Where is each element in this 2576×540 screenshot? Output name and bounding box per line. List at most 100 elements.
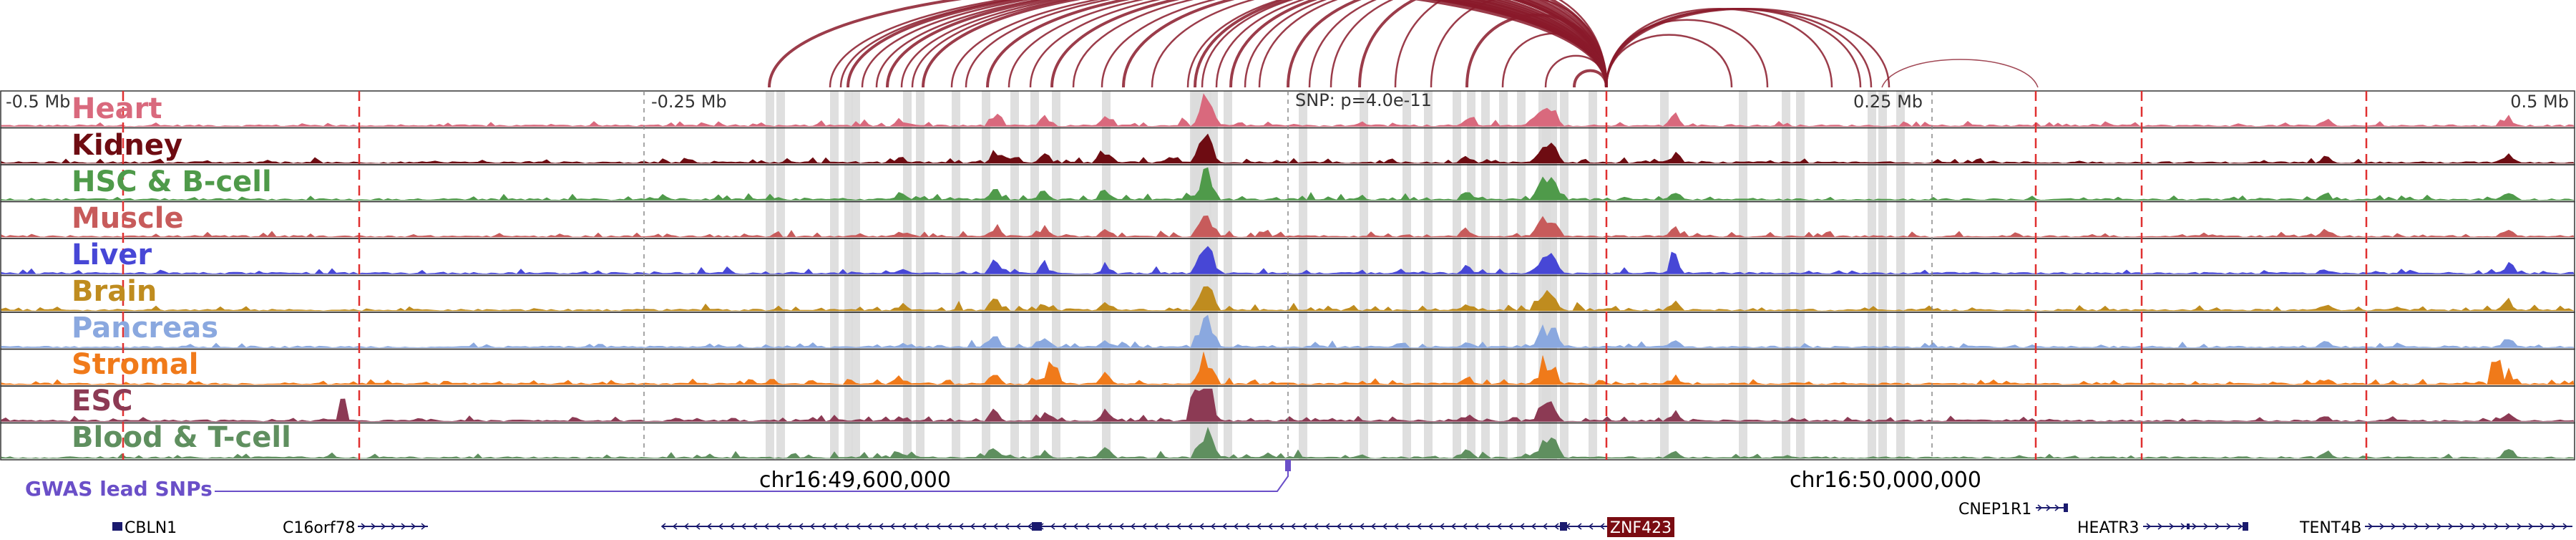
strand-arrow <box>1485 523 1491 530</box>
chromatin-loop <box>1465 13 1608 88</box>
strand-arrow <box>2505 523 2511 530</box>
chromatin-loop <box>1394 0 1608 88</box>
gene-znf423-exon-1 <box>1032 522 1042 531</box>
track-label-hsc-b-cell: HSC & B-cell <box>72 165 272 198</box>
gene-znf423-exon-2 <box>1560 522 1567 531</box>
strand-arrow <box>798 523 804 530</box>
signal-area <box>1 314 2575 348</box>
gwas-track: GWAS lead SNPs <box>25 460 1291 501</box>
strand-arrow <box>2379 523 2385 530</box>
strand-arrow <box>741 523 746 530</box>
strand-arrow <box>763 523 769 530</box>
strand-arrow <box>1553 523 1559 530</box>
strand-arrow <box>2037 504 2043 511</box>
gene-cnep1r1-label: CNEP1R1 <box>1958 501 2031 519</box>
strand-arrow <box>2459 523 2465 530</box>
strand-arrow <box>2448 523 2454 530</box>
chromatin-loop <box>1881 59 2039 88</box>
strand-arrow <box>1015 523 1021 530</box>
signal-area <box>1 215 2575 238</box>
strand-arrow <box>2414 523 2419 530</box>
strand-arrow <box>1405 523 1410 530</box>
gene-heatr3-label: HEATR3 <box>2077 519 2140 537</box>
strand-arrow <box>695 523 701 530</box>
strand-arrow <box>1084 523 1090 530</box>
strand-arrow <box>1279 523 1284 530</box>
strand-arrow <box>1141 523 1147 530</box>
gene-znf423-label: ZNF423 <box>1610 519 1672 537</box>
track-label-blood-t-cell: Blood & T-cell <box>72 421 291 454</box>
gene-tent4b[interactable]: TENT4B <box>2299 519 2572 537</box>
strand-arrow <box>1576 523 1582 530</box>
strand-arrow <box>2157 523 2163 530</box>
strand-arrow <box>1210 523 1216 530</box>
strand-arrow <box>2494 523 2499 530</box>
track-label-muscle: Muscle <box>72 202 184 235</box>
strand-arrow <box>912 523 918 530</box>
strand-arrow <box>855 523 861 530</box>
strand-arrow <box>672 523 678 530</box>
gwas-connector-line <box>215 460 1289 492</box>
strand-arrow <box>775 523 781 530</box>
strand-arrow <box>844 523 849 530</box>
marker-lines <box>122 91 2368 460</box>
strand-arrow <box>1324 523 1330 530</box>
signal-area <box>1 167 2575 201</box>
strand-arrow <box>2215 523 2220 530</box>
strand-arrow <box>1313 523 1319 530</box>
gene-heatr3[interactable]: HEATR3 <box>2077 519 2248 537</box>
strand-arrow <box>947 523 952 530</box>
strand-arrow <box>2482 523 2488 530</box>
strand-arrow <box>1187 523 1193 530</box>
gene-c16orf78[interactable]: C16orf78 <box>283 519 428 537</box>
chromatin-loop <box>1544 54 1608 88</box>
strand-arrow <box>1336 523 1342 530</box>
track-label-brain: Brain <box>72 275 157 308</box>
gene-tent4b-strand-arrows <box>2368 523 2568 530</box>
strand-arrow <box>421 523 426 530</box>
track-label-esc: ESC <box>72 385 133 418</box>
strand-arrow <box>924 523 930 530</box>
signal-area <box>1 93 2575 127</box>
strand-arrow <box>901 523 907 530</box>
strand-arrow <box>1164 523 1170 530</box>
signal-area <box>1 352 2575 385</box>
chromatin-loop <box>1605 8 1833 88</box>
strand-arrow <box>2562 523 2568 530</box>
strand-arrow <box>411 523 416 530</box>
gene-c16orf78-strand-arrows <box>361 523 426 530</box>
strand-arrow <box>1153 523 1158 530</box>
strand-arrow <box>2436 523 2442 530</box>
strand-arrow <box>981 523 987 530</box>
chromatin-loops <box>768 0 2039 88</box>
strand-arrow <box>2368 523 2373 530</box>
signal-area <box>1 388 2575 422</box>
strand-arrow <box>683 523 689 530</box>
strand-arrow <box>361 523 366 530</box>
strand-arrow <box>958 523 964 530</box>
strand-arrow <box>1176 523 1181 530</box>
gwas-label: GWAS lead SNPs <box>25 477 213 501</box>
strand-arrow <box>1416 523 1422 530</box>
gene-znf423[interactable]: ZNF423 <box>660 517 1674 537</box>
strand-arrow <box>992 523 998 530</box>
strand-arrow <box>2540 523 2545 530</box>
strand-arrow <box>1096 523 1101 530</box>
strand-arrow <box>2226 523 2232 530</box>
strand-arrow <box>2517 523 2522 530</box>
strand-arrow <box>2528 523 2534 530</box>
strand-arrow <box>878 523 884 530</box>
gene-tent4b-label: TENT4B <box>2299 519 2361 537</box>
signal-area <box>1 286 2575 312</box>
gene-cbln1[interactable]: CBLN1 <box>112 519 177 537</box>
chromatin-loop <box>1605 8 1890 88</box>
chromatin-loop <box>1605 19 1769 88</box>
gene-track: CBLN1 C16orf78 ZNF423 CNEP1R1 HEATR3 <box>112 501 2572 537</box>
strand-arrow <box>1439 523 1445 530</box>
strand-arrow <box>970 523 975 530</box>
chromatin-loop <box>1122 0 1608 88</box>
strand-arrow <box>1233 523 1239 530</box>
strand-arrow <box>1370 523 1376 530</box>
gene-cbln1-exon <box>112 522 122 531</box>
gene-cnep1r1[interactable]: CNEP1R1 <box>1958 501 2068 519</box>
